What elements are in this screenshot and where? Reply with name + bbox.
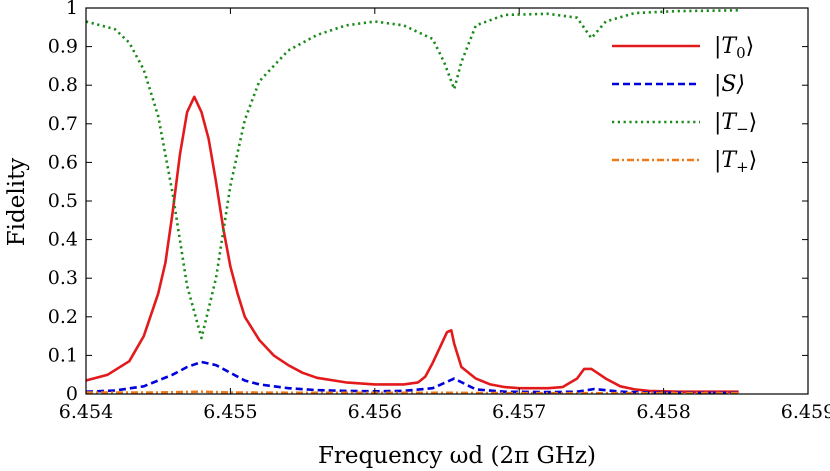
y-tick-label: 0.3 bbox=[48, 267, 78, 289]
y-tick-label: 0 bbox=[66, 383, 78, 405]
x-tick-label: 6.454 bbox=[59, 401, 113, 423]
series-layer bbox=[85, 9, 739, 395]
series-line-1 bbox=[85, 360, 739, 395]
legend-label-2: |T−⟩ bbox=[714, 110, 757, 138]
y-tick-label: 0.6 bbox=[48, 151, 78, 173]
y-tick-label: 0.9 bbox=[48, 36, 78, 58]
x-tick-label: 6.458 bbox=[636, 401, 690, 423]
axis-ticks: 6.454 6.455 6.456 6.457 6.458 6.459 0 0.1 0.2 0.3… bbox=[48, 0, 830, 423]
series-line-3 bbox=[86, 390, 739, 395]
x-tick-label: 6.459 bbox=[781, 401, 830, 423]
legend-label-0: |T0⟩ bbox=[714, 34, 754, 62]
legend-label-1: |S⟩ bbox=[714, 72, 745, 97]
series-line-0 bbox=[85, 95, 739, 394]
y-tick-label: 0.5 bbox=[48, 190, 78, 212]
y-tick-label: 1 bbox=[66, 0, 78, 19]
plot-frame bbox=[85, 7, 809, 395]
plot-border bbox=[85, 7, 809, 395]
x-tick-label: 6.456 bbox=[348, 401, 402, 423]
y-tick-label: 0.4 bbox=[48, 229, 78, 251]
x-tick-label: 6.455 bbox=[203, 401, 257, 423]
x-tick-label: 6.457 bbox=[492, 401, 546, 423]
y-tick-label: 0.2 bbox=[48, 306, 78, 328]
x-axis-title: Frequency ωd (2π GHz) bbox=[318, 443, 596, 469]
legend-label-3: |T+⟩ bbox=[714, 148, 757, 176]
series-line-2 bbox=[85, 9, 739, 340]
y-tick-label: 0.7 bbox=[48, 113, 78, 135]
y-tick-label: 0.1 bbox=[48, 344, 78, 366]
legend: |T0⟩ |S⟩ |T−⟩ |T+⟩ bbox=[612, 34, 757, 176]
y-axis-title: Fidelity bbox=[4, 158, 30, 247]
y-tick-label: 0.8 bbox=[48, 74, 78, 96]
